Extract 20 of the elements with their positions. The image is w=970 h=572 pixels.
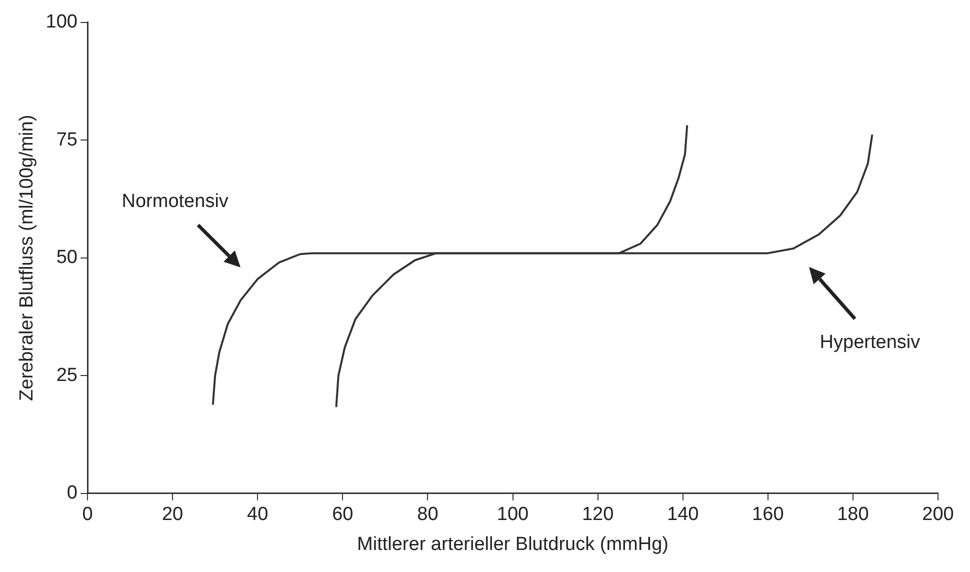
x-tick-label: 60 (332, 504, 354, 526)
x-tick-label: 0 (82, 504, 93, 526)
x-axis-title: Mittlerer arterieller Blutdruck (mmHg) (357, 534, 668, 555)
y-tick-label: 50 (56, 247, 78, 268)
y-tick-label: 75 (56, 129, 78, 150)
x-tick-label: 40 (247, 504, 268, 526)
y-axis-title: Zerebraler Blutfluss (ml/100g/min) (16, 114, 38, 401)
x-tick-label: 100 (496, 504, 529, 526)
y-tick-label: 0 (66, 482, 78, 504)
x-tick-label: 140 (667, 504, 699, 526)
x-tick-label: 180 (837, 504, 869, 526)
x-tick-label: 20 (162, 504, 184, 526)
y-tick-label: 100 (46, 12, 78, 33)
y-tick-label: 25 (56, 364, 78, 386)
x-tick-label: 120 (582, 504, 614, 526)
annotation: Hypertensiv (820, 332, 921, 353)
annotation: Normotensiv (122, 191, 229, 212)
x-tick-label: 200 (922, 504, 954, 526)
x-tick-label: 160 (752, 504, 784, 526)
x-tick-label: 80 (417, 504, 438, 526)
